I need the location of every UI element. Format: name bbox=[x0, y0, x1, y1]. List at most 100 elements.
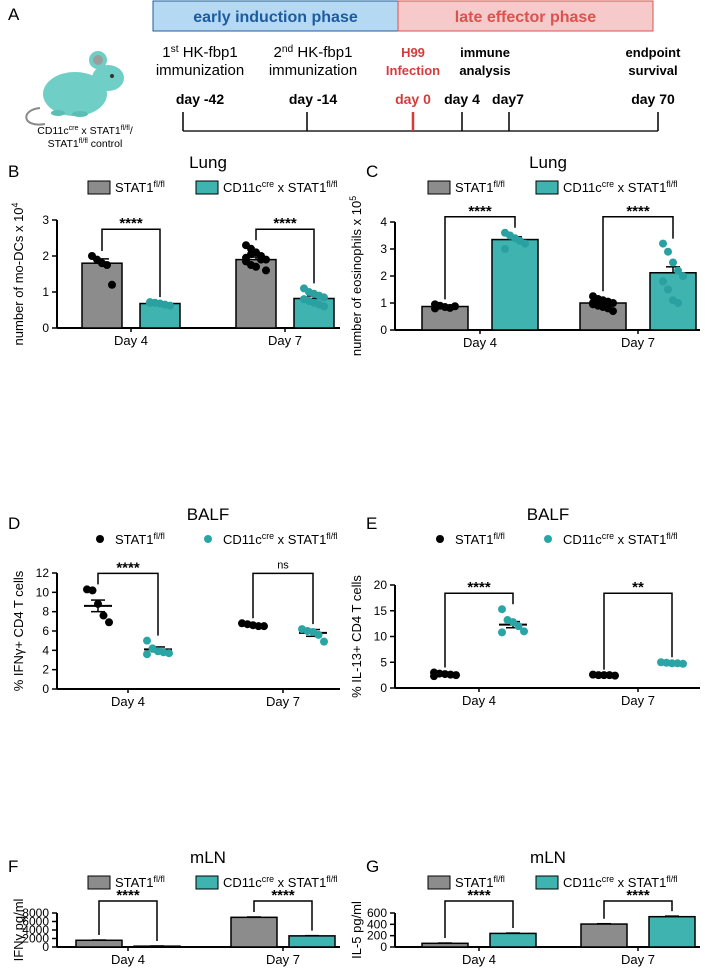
event-label-part: survival bbox=[628, 63, 677, 78]
legend-label-part: x STAT1 bbox=[274, 875, 326, 890]
legend-label-part: fl/fl bbox=[326, 531, 337, 541]
event-label: 2nd HK-fbp1 bbox=[274, 44, 353, 62]
legend-label-part: fl/fl bbox=[154, 874, 165, 884]
significance-bracket bbox=[98, 900, 158, 941]
y-tick-label: 6 bbox=[42, 624, 49, 638]
panel-label: B bbox=[8, 162, 19, 181]
legend-label-part: fl/fl bbox=[494, 179, 505, 189]
error-bar bbox=[665, 915, 679, 917]
legend-label-part: STAT1 bbox=[115, 875, 154, 890]
legend-label-part: fl/fl bbox=[666, 531, 677, 541]
y-tick-label: 0 bbox=[380, 681, 387, 695]
data-point bbox=[498, 605, 506, 614]
mouse-caption-part: CD11c bbox=[37, 125, 68, 137]
data-point bbox=[165, 649, 173, 658]
significance-label: **** bbox=[119, 215, 143, 232]
bar bbox=[491, 238, 539, 331]
data-point bbox=[314, 630, 323, 639]
mouse-caption: CD11ccre x STAT1fl/fl/ bbox=[37, 124, 133, 137]
event-label-part: immune bbox=[460, 45, 510, 60]
y-tick-label: 1 bbox=[380, 296, 387, 310]
mouse-caption-part: cre bbox=[69, 124, 79, 132]
y-tick-label: 200 bbox=[367, 929, 387, 943]
y-tick-label: 4 bbox=[380, 215, 387, 229]
y-tick-label: 15 bbox=[374, 604, 388, 618]
y-tick-label: 0 bbox=[42, 682, 49, 696]
data-point bbox=[431, 304, 439, 313]
legend-label-part: fl/fl bbox=[154, 179, 165, 189]
legend-label-part: x STAT1 bbox=[614, 180, 666, 195]
legend-label-part: fl/fl bbox=[666, 874, 677, 884]
data-point bbox=[664, 285, 672, 294]
y-tick-label: 0 bbox=[380, 323, 387, 337]
x-tick-label: Day 7 bbox=[621, 335, 655, 350]
mouse-caption-part: / bbox=[130, 125, 133, 137]
legend-label-part: CD11c bbox=[563, 875, 602, 890]
x-tick-label: Day 7 bbox=[621, 693, 655, 708]
significance-bracket bbox=[255, 228, 315, 284]
legend-swatch bbox=[535, 875, 559, 890]
y-axis-label-part: IFNγ pg/ml bbox=[11, 898, 26, 961]
significance-bracket bbox=[603, 900, 673, 919]
y-tick-label: 8 bbox=[42, 605, 49, 619]
y-tick-label: 2 bbox=[380, 269, 387, 283]
y-tick-label: 0 bbox=[42, 321, 49, 335]
event-label-part: 2 bbox=[274, 44, 282, 61]
legend-label-part: CD11c bbox=[563, 532, 602, 547]
x-tick-label: Day 7 bbox=[268, 333, 302, 348]
event-label: analysis bbox=[459, 63, 510, 78]
event-label-part: Infection bbox=[386, 63, 440, 78]
data-point bbox=[611, 671, 619, 680]
bar bbox=[489, 932, 537, 948]
legend-label-part: cre bbox=[262, 874, 274, 884]
data-point bbox=[609, 307, 617, 316]
event-label-part: 1 bbox=[162, 44, 170, 61]
legend-label-part: fl/fl bbox=[326, 179, 337, 189]
legend-label: CD11ccre x STAT1fl/fl bbox=[563, 531, 678, 547]
event-label: 1st HK-fbp1 bbox=[162, 44, 237, 62]
mouse-caption-part: fl/fl bbox=[121, 124, 131, 132]
legend-label-part: cre bbox=[602, 874, 614, 884]
legend-label: STAT1fl/fl bbox=[115, 531, 165, 547]
y-tick-label: 3 bbox=[42, 213, 49, 227]
x-tick-label: Day 7 bbox=[621, 952, 655, 967]
data-point bbox=[94, 599, 102, 608]
event-label-part: analysis bbox=[459, 63, 510, 78]
y-tick-label: 0 bbox=[380, 940, 387, 954]
legend-label: CD11ccre x STAT1fl/fl bbox=[223, 874, 338, 890]
mouse-caption-part: STAT1 bbox=[48, 138, 79, 150]
y-axis-label-part: number of eosinophils x 10 bbox=[349, 201, 364, 356]
significance-label: **** bbox=[271, 887, 295, 904]
y-tick-label: 400 bbox=[367, 917, 387, 931]
legend-swatch bbox=[87, 875, 111, 890]
chart-title: BALF bbox=[527, 505, 570, 524]
event-label: survival bbox=[628, 63, 677, 78]
data-point bbox=[257, 255, 265, 264]
significance-label: **** bbox=[626, 887, 650, 904]
y-axis-label: % IL-13+ CD4 T cells bbox=[349, 575, 364, 698]
y-tick-label: 6000 bbox=[22, 915, 49, 929]
data-point bbox=[320, 637, 328, 646]
y-axis-label-part: number of mo-DCs x 10 bbox=[11, 207, 26, 345]
data-point bbox=[600, 671, 608, 680]
significance-label: **** bbox=[626, 203, 650, 220]
y-tick-label: 3 bbox=[380, 242, 387, 256]
y-axis-label-part: IL-5 pg/ml bbox=[349, 901, 364, 959]
data-point bbox=[679, 659, 687, 668]
legend-label: CD11ccre x STAT1fl/fl bbox=[223, 531, 338, 547]
x-tick-label: Day 4 bbox=[114, 333, 148, 348]
panel-label: G bbox=[366, 857, 379, 876]
data-point bbox=[668, 659, 676, 668]
legend-label: STAT1fl/fl bbox=[455, 531, 505, 547]
legend-label: CD11ccre x STAT1fl/fl bbox=[563, 874, 678, 890]
legend-label: CD11ccre x STAT1fl/fl bbox=[563, 179, 678, 195]
y-tick-label: 20 bbox=[374, 578, 388, 592]
data-point bbox=[509, 618, 517, 627]
phase-box bbox=[397, 0, 654, 32]
legend-swatch bbox=[427, 180, 451, 195]
y-axis-label-part: 5 bbox=[348, 196, 358, 201]
significance-bracket bbox=[101, 228, 161, 298]
panel-label: D bbox=[8, 514, 20, 533]
y-tick-label: 600 bbox=[367, 906, 387, 920]
